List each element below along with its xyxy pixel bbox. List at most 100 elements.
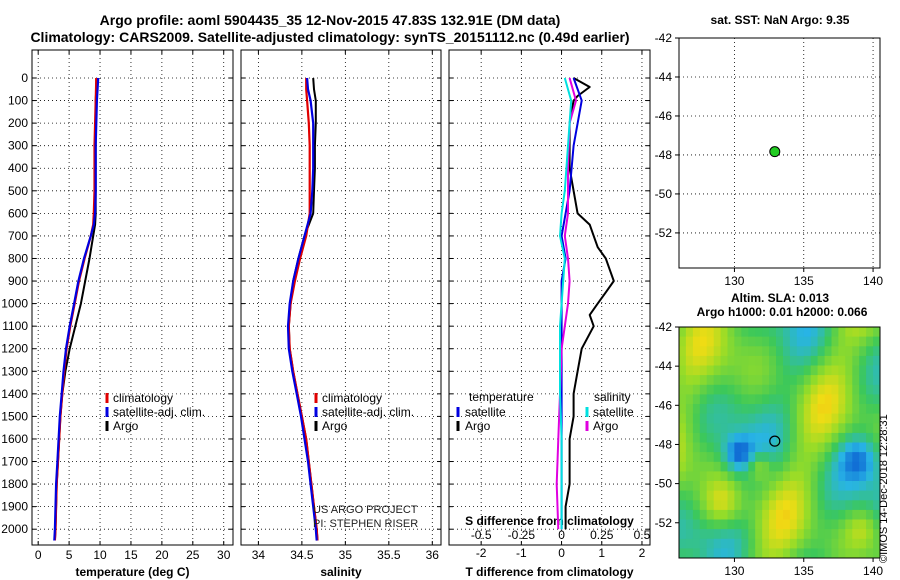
sla-cell [727, 423, 735, 434]
sla-cell [845, 519, 853, 530]
sla-cell [727, 327, 735, 338]
temperature-axis-tick-label: 25 [186, 548, 200, 562]
sst-map-title: sat. SST: NaN Argo: 9.35 [710, 13, 850, 27]
sla-cell [817, 355, 825, 366]
sla-cell [796, 490, 805, 501]
sla-cell [817, 394, 825, 405]
salinity-axis-title: salinity [320, 565, 362, 579]
sla-cell [824, 500, 832, 511]
sla-cell [762, 481, 770, 492]
sla-cell [866, 355, 874, 366]
sla-cell [713, 365, 722, 376]
sla-cell [755, 384, 763, 395]
depth-tick-label: 1600 [1, 432, 28, 446]
map-lat-label: -42 [655, 31, 673, 45]
sla-cell [789, 365, 798, 376]
sla-cell [783, 490, 791, 501]
sla-cell [685, 519, 694, 530]
sla-cell [692, 481, 701, 492]
sla-cell [713, 481, 722, 492]
sla-cell [692, 452, 701, 463]
sla-cell [776, 365, 784, 376]
sla-cell [699, 327, 708, 338]
depth-tick-label: 800 [8, 251, 28, 265]
sla-cell [720, 500, 728, 511]
sla-cell [783, 529, 791, 540]
sla-cell [866, 509, 874, 520]
depth-tick-label: 1900 [1, 500, 28, 514]
sla-cell [713, 500, 722, 511]
sla-cell [755, 432, 763, 443]
sla-cell [796, 538, 805, 549]
map-lat-label: -52 [655, 226, 673, 240]
sla-cell [831, 490, 839, 501]
sla-cell [685, 538, 694, 549]
sla-cell [852, 346, 860, 357]
sla-cell [706, 432, 715, 443]
sla-cell [845, 327, 853, 338]
sla-cell [859, 327, 867, 338]
sla-cell [852, 404, 860, 415]
sla-cell [734, 519, 742, 530]
sla-cell [769, 327, 777, 338]
sla-cell [838, 365, 846, 376]
sla-cell [734, 394, 742, 405]
sla-cell [713, 452, 722, 463]
sla-cell [789, 538, 798, 549]
sla-cell [706, 336, 715, 347]
sla-cell [796, 336, 805, 347]
sla-cell [741, 423, 749, 434]
sla-cell [699, 490, 708, 501]
map-frame-sla [678, 326, 881, 559]
sla-cell [776, 538, 784, 549]
sla-cell [783, 548, 791, 559]
sla-cell [783, 452, 791, 463]
sla-cell [789, 432, 798, 443]
sla-cell [866, 519, 874, 530]
sla-cell [824, 481, 832, 492]
sla-cell [706, 423, 715, 434]
sla-cell [789, 471, 798, 482]
series-argo-temperature [53, 78, 98, 541]
sla-cell [838, 452, 846, 463]
sla-cell [706, 404, 715, 415]
depth-tick-label: 300 [8, 139, 28, 153]
depth-tick-label: 1200 [1, 342, 28, 356]
sla-cell [720, 394, 728, 405]
sla-cell [824, 548, 832, 559]
sla-cell [810, 471, 819, 482]
sla-cell [824, 452, 832, 463]
sla-cell [755, 346, 763, 357]
sla-cell [859, 519, 867, 530]
sla-cell [873, 471, 881, 482]
sla-cell [755, 509, 763, 520]
sla-cell [776, 394, 784, 405]
sla-cell [679, 548, 687, 559]
sla-cell [824, 538, 832, 549]
sla-cell [873, 327, 881, 338]
sla-cell [692, 336, 701, 347]
sla-cell [803, 375, 812, 386]
sla-cell [824, 336, 832, 347]
sla-cell [769, 375, 777, 386]
sla-cell [783, 355, 791, 366]
sla-cell [873, 548, 881, 559]
sla-cell [720, 481, 728, 492]
sla-cell [755, 519, 763, 530]
sla-cell [755, 413, 763, 424]
sla-cell [824, 346, 832, 357]
map-lat-label: -50 [655, 187, 673, 201]
sla-cell [803, 423, 812, 434]
map-lat-label: -44 [655, 359, 673, 373]
map-lat-label: -44 [655, 70, 673, 84]
sla-cell [734, 481, 742, 492]
sla-cell [720, 327, 728, 338]
sla-cell [831, 404, 839, 415]
sla-cell [866, 529, 874, 540]
sla-cell [852, 490, 860, 501]
sla-cell [866, 423, 874, 434]
sla-cell [789, 336, 798, 347]
sla-cell [706, 519, 715, 530]
sla-cell [796, 442, 805, 453]
sla-cell [706, 355, 715, 366]
